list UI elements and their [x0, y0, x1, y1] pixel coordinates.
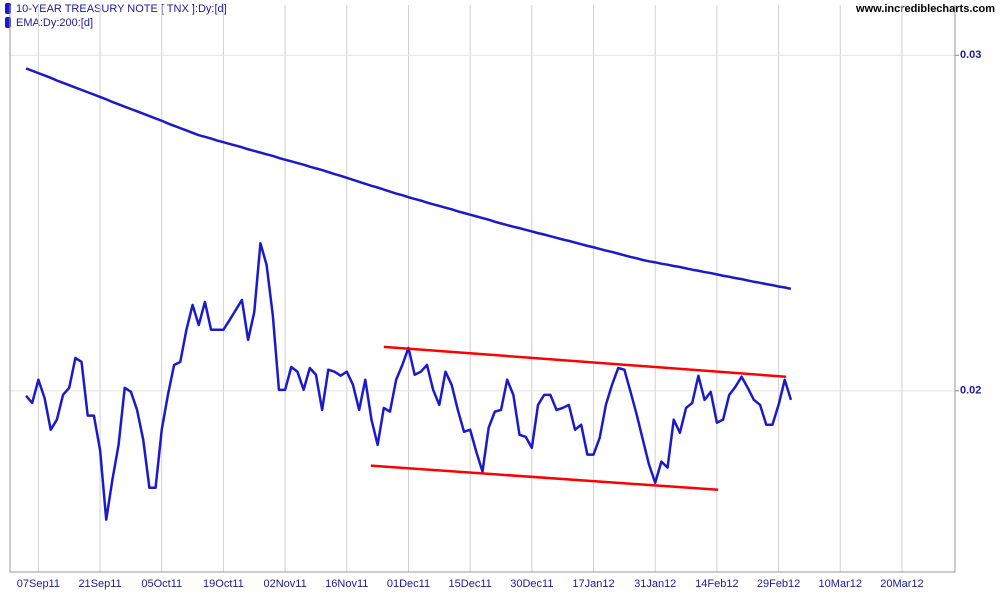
x-tick-label: 15Dec11: [449, 578, 492, 590]
x-tick-label: 10Mar12: [819, 578, 862, 590]
x-tick-label: 17Jan12: [572, 578, 614, 590]
x-tick-label: 02Nov11: [264, 578, 307, 590]
trend-line: [383, 345, 787, 378]
x-tick-label: 21Sep11: [78, 578, 121, 590]
x-tick-label: 30Dec11: [510, 578, 553, 590]
x-tick-label: 16Nov11: [325, 578, 368, 590]
x-tick-label: 07Sep11: [17, 578, 60, 590]
source: www.incrediblecharts.com: [855, 3, 995, 15]
y-tick-label: 0.02: [960, 385, 981, 397]
x-tick-label: 05Oct11: [141, 578, 182, 590]
legend-entry: EMA:Dy:200:[d]: [16, 17, 93, 29]
x-tick-label: 31Jan12: [634, 578, 676, 590]
x-tick-label: 20Mar12: [880, 578, 923, 590]
plot-frame: [9, 5, 956, 573]
x-tick-label: 01Dec11: [387, 578, 430, 590]
x-tick-label: 19Oct11: [203, 578, 244, 590]
x-tick-label: 29Feb12: [757, 578, 800, 590]
y-tick-label: 0.03: [960, 49, 981, 61]
line: [25, 67, 792, 291]
x-tick-label: 14Feb12: [695, 578, 738, 590]
chart-title: 10-YEAR TREASURY NOTE [ TNX ]:Dy:[d]: [16, 3, 227, 15]
trend-line: [370, 464, 719, 492]
